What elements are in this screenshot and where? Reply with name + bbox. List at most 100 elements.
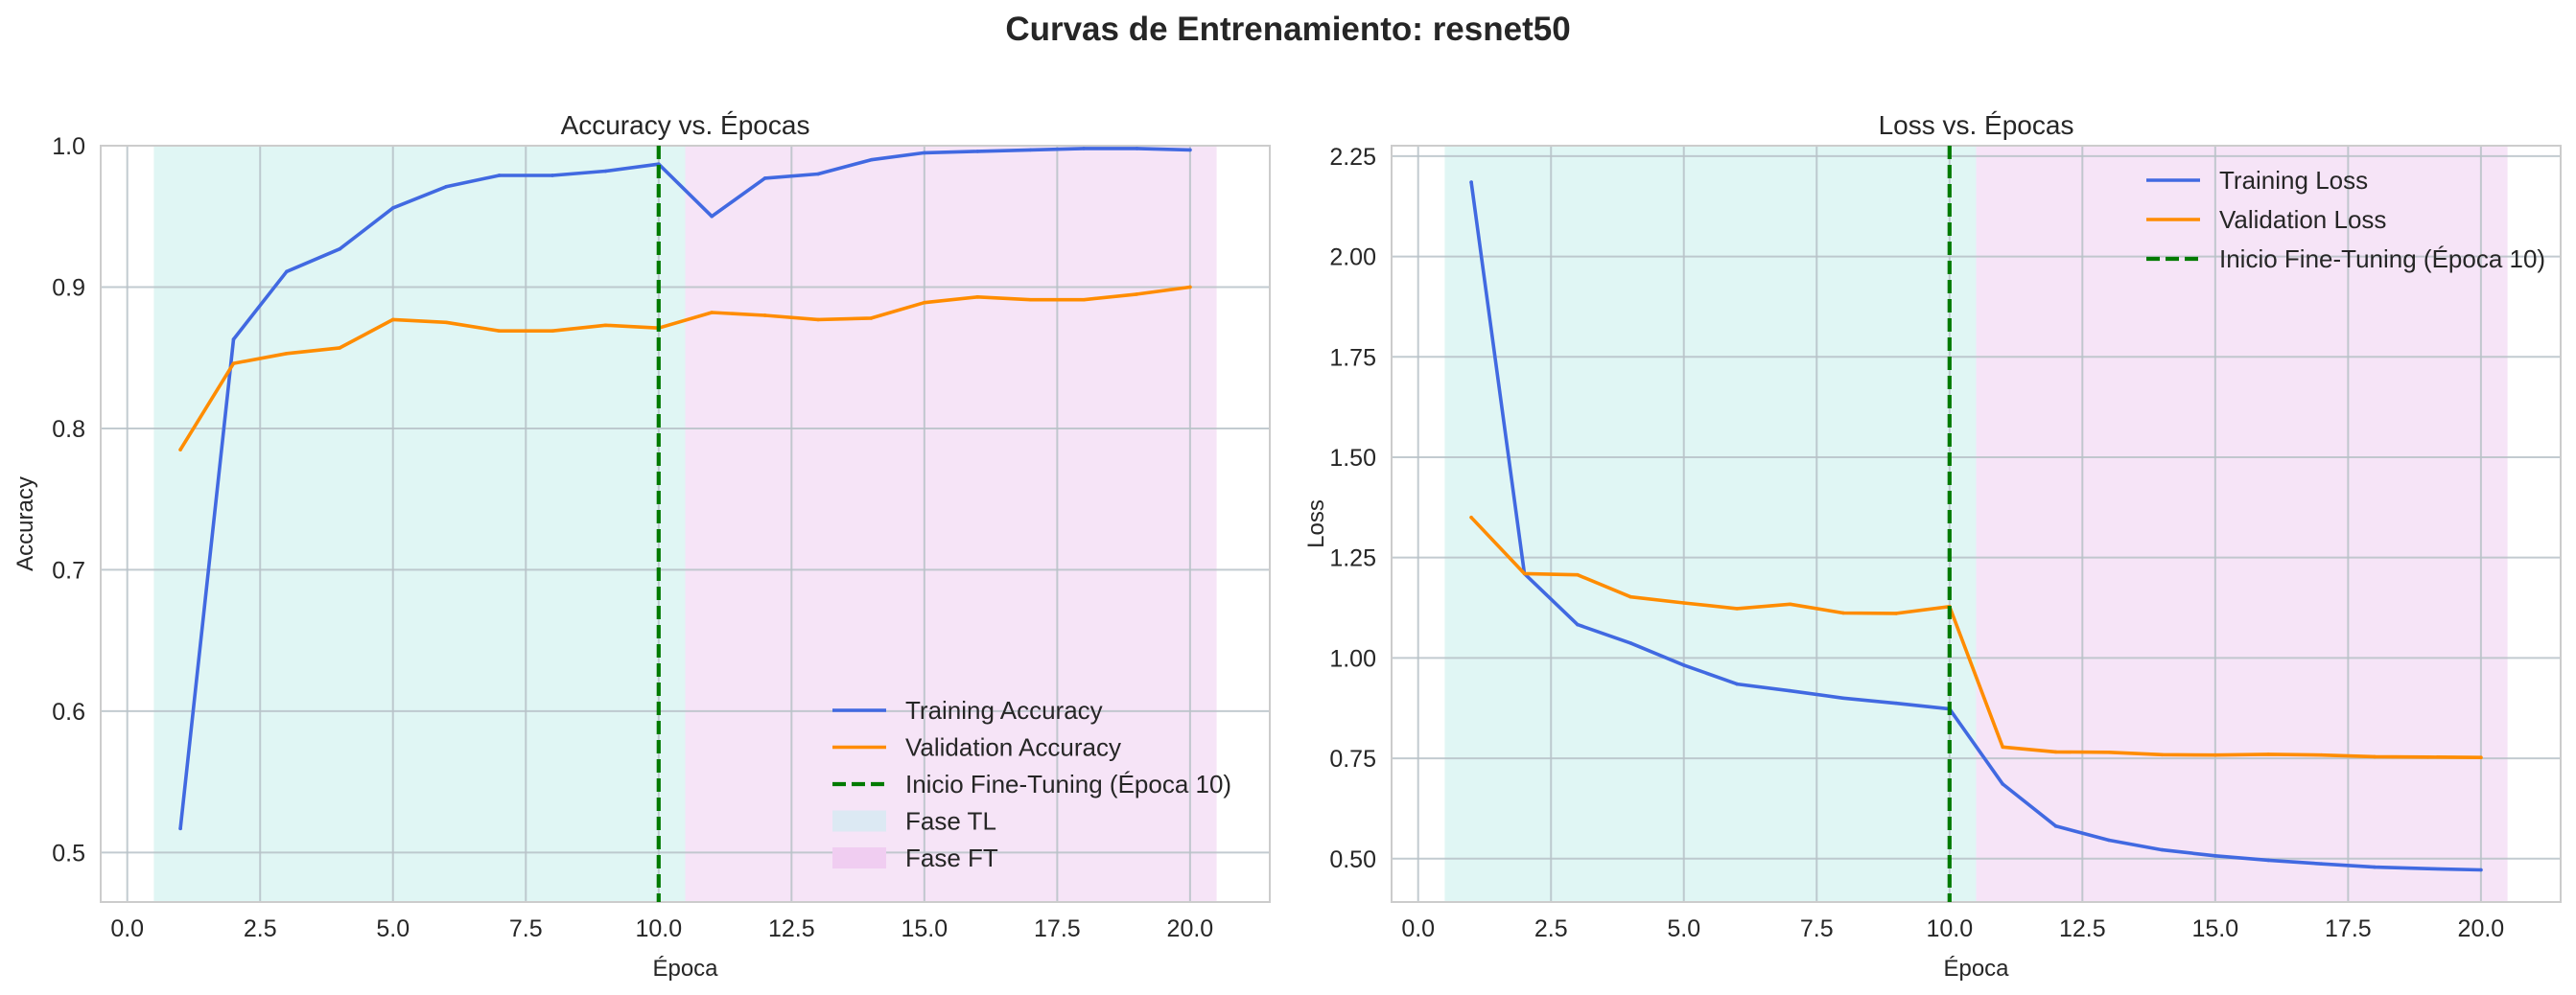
data-point [2319, 752, 2324, 757]
y-tick-label: 1.00 [1329, 645, 1376, 672]
y-axis-label: Loss [1303, 499, 1329, 548]
data-point [2479, 755, 2483, 760]
data-point [285, 351, 289, 356]
x-tick-label: 15.0 [902, 915, 948, 942]
data-point [1681, 601, 1686, 605]
data-point [178, 826, 182, 831]
data-point [1681, 663, 1686, 667]
data-point [1082, 147, 1086, 150]
data-point [923, 150, 926, 155]
data-point [2107, 838, 2111, 843]
data-point [816, 317, 820, 322]
x-tick-label: 20.0 [1167, 915, 1214, 942]
data-point [710, 311, 714, 314]
data-point [2479, 868, 2483, 872]
phase-span-tl [1444, 146, 1977, 902]
y-tick-label: 0.9 [52, 274, 85, 301]
phase-span-ft [685, 146, 1217, 902]
data-point [1188, 285, 1192, 289]
x-tick-label: 5.0 [1667, 915, 1700, 942]
x-tick-label: 12.5 [2059, 915, 2106, 942]
data-point [869, 157, 874, 162]
data-point [231, 337, 236, 341]
phase-span-tl [153, 146, 686, 902]
figure-title: Curvas de Entrenamiento: resnet50 [1005, 11, 1570, 48]
legend-swatch [832, 847, 886, 868]
phase-span-ft [1976, 146, 2508, 902]
data-point [1628, 594, 1633, 599]
data-point [1735, 682, 1739, 686]
x-tick-label: 12.5 [768, 915, 815, 942]
data-point [497, 174, 502, 177]
data-point [2107, 750, 2111, 754]
data-point [2053, 750, 2058, 754]
series-line [1469, 180, 2483, 872]
y-tick-label: 0.8 [52, 416, 85, 443]
x-tick-label: 20.0 [2458, 915, 2505, 942]
legend-entry-series: Training Loss [2219, 166, 2368, 195]
data-point [975, 295, 980, 299]
x-tick-label: 7.5 [509, 915, 543, 942]
data-point [816, 172, 820, 176]
data-point [550, 174, 554, 177]
data-point [1894, 612, 1899, 615]
data-point [603, 169, 608, 174]
data-point [710, 214, 714, 219]
data-point [1522, 571, 1527, 576]
data-point [338, 246, 342, 251]
series-line [178, 285, 1192, 451]
data-point [444, 184, 448, 189]
data-point [1788, 602, 1792, 607]
y-tick-label: 0.7 [52, 557, 85, 584]
data-point [1841, 696, 1845, 701]
data-point [762, 313, 767, 317]
data-point [285, 269, 289, 274]
data-point [178, 448, 182, 451]
x-tick-label: 0.0 [110, 915, 144, 942]
legend-entry-finetune: Inicio Fine-Tuning (Época 10) [2219, 244, 2545, 273]
data-point [1028, 297, 1033, 302]
x-tick-label: 17.5 [2325, 915, 2372, 942]
plot-loss: 0.0 2.5 5.0 7.5 10.0 12.5 15.0 17.5 20.0 0.50 0.75… [1303, 110, 2562, 982]
y-tick-label: 1.50 [1329, 445, 1376, 472]
data-point [390, 317, 395, 322]
y-tick-label: 0.75 [1329, 746, 1376, 773]
data-point [2160, 752, 2165, 757]
x-axis-label: Época [1943, 956, 2009, 982]
data-point [550, 329, 554, 333]
data-point [975, 150, 980, 153]
legend-entry-phase: Fase FT [905, 844, 998, 872]
x-tick-label: 15.0 [2192, 915, 2239, 942]
y-tick-label: 2.25 [1329, 144, 1376, 171]
data-point [603, 323, 608, 328]
y-tick-label: 1.0 [52, 133, 85, 160]
y-tick-label: 1.25 [1329, 545, 1376, 572]
data-point [2266, 752, 2271, 756]
series-validation-loss [1469, 515, 2483, 760]
data-point [1469, 180, 1473, 184]
data-point [869, 316, 874, 320]
data-point [762, 176, 767, 180]
y-axis-label: Accuracy [12, 476, 38, 571]
x-tick-label: 2.5 [244, 915, 277, 942]
data-point [2001, 782, 2005, 786]
data-point [2213, 752, 2217, 757]
legend-swatch [832, 810, 886, 832]
y-tick-label: 0.5 [52, 840, 85, 867]
legend: Training Loss Validation Loss Inicio Fine-… [2146, 166, 2545, 273]
data-point [2213, 854, 2217, 858]
data-point [1082, 297, 1086, 302]
plot-frame [100, 145, 1271, 903]
series-line [1469, 515, 2483, 760]
data-point [1576, 572, 1580, 577]
data-point [1735, 607, 1739, 611]
legend-entry-series: Training Accuracy [905, 696, 1103, 725]
series-training-accuracy [178, 147, 1192, 831]
data-point [2001, 745, 2005, 750]
data-point [338, 346, 342, 350]
legend-entry-finetune: Inicio Fine-Tuning (Época 10) [905, 770, 1231, 798]
plot-title: Loss vs. Épocas [1879, 110, 2074, 140]
data-point [2160, 847, 2165, 852]
data-point [923, 300, 926, 305]
